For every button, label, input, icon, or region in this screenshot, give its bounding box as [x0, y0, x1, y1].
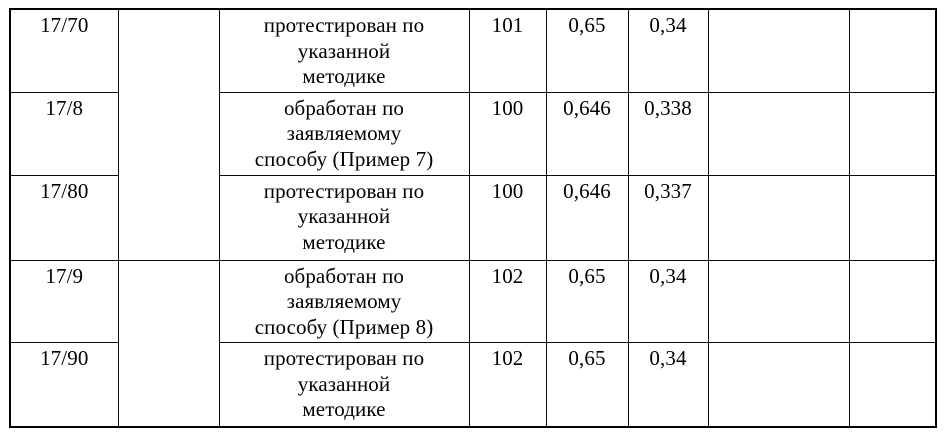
- cell-treatment-description: протестирован по указанной методике: [218, 174, 470, 261]
- blank-column-2-text: [709, 176, 849, 181]
- cell-sample-id: 17/8: [9, 91, 119, 176]
- cell-sample-id: 17/70: [9, 8, 119, 93]
- value-1-text: 101: [491, 13, 524, 37]
- treatment-description-text: протестирован по указанной методике: [220, 176, 469, 258]
- cell-treatment-description: протестирован по указанной методике: [218, 8, 470, 93]
- cell-blank-column-3: [848, 259, 937, 343]
- value-1-text: 102: [491, 346, 524, 370]
- cell-value-2: 0,646: [545, 91, 629, 176]
- cell-value-3: 0,34: [627, 8, 709, 93]
- cell-value-1: 102: [468, 259, 547, 343]
- blank-column-3-text: [850, 343, 936, 348]
- value-3-text: 0,338: [644, 95, 692, 120]
- cell-blank-column-2: [707, 8, 850, 93]
- desc-line: методике: [302, 397, 386, 421]
- cell-treatment-description: обработан по заявляемому способу (Пример…: [218, 91, 470, 176]
- desc-line: способу (Пример 8): [254, 314, 434, 339]
- cell-blank-column-1-merged-top: [117, 8, 220, 261]
- treatment-description-text: протестирован по указанной методике: [220, 343, 469, 425]
- cell-value-1: 100: [468, 174, 547, 261]
- blank-column-2-text: [709, 10, 849, 15]
- desc-line: протестирован по: [263, 346, 425, 370]
- cell-value-3: 0,337: [627, 174, 709, 261]
- blank-column-1-text: [119, 261, 219, 266]
- blank-column-3-text: [850, 261, 936, 266]
- treatment-description-text: протестирован по указанной методике: [220, 10, 469, 92]
- cell-blank-column-2: [707, 342, 850, 427]
- cell-blank-column-2: [707, 259, 850, 343]
- blank-column-3-text: [850, 93, 936, 98]
- cell-value-2: 0,65: [545, 259, 629, 343]
- desc-line: обработан по: [283, 95, 405, 120]
- desc-line: указанной: [297, 38, 391, 63]
- cell-blank-column-3: [848, 174, 937, 261]
- cell-value-1: 101: [468, 8, 547, 93]
- cell-value-3: 0,34: [627, 342, 709, 427]
- sample-id-text: 17/90: [40, 346, 89, 370]
- cell-value-1: 102: [468, 342, 547, 427]
- value-3-text: 0,34: [649, 346, 687, 370]
- treatment-description-text: обработан по заявляемому способу (Пример…: [220, 93, 469, 175]
- cell-blank-column-1-merged-bottom: [117, 259, 220, 427]
- sample-id-text: 17/70: [40, 13, 89, 37]
- desc-line: заявляемому: [286, 289, 402, 313]
- blank-column-3-text: [850, 176, 936, 181]
- value-3-text: 0,34: [649, 263, 687, 288]
- desc-line: заявляемому: [286, 121, 402, 145]
- blank-column-2-text: [709, 93, 849, 98]
- cell-treatment-description: протестирован по указанной методике: [218, 342, 470, 427]
- sample-id-text: 17/80: [40, 178, 89, 203]
- sample-id-text: 17/8: [45, 95, 84, 120]
- desc-line: протестирован по: [263, 178, 425, 203]
- blank-column-2-text: [709, 343, 849, 348]
- cell-blank-column-2: [707, 91, 850, 176]
- cell-value-2: 0,646: [545, 174, 629, 261]
- cell-value-3: 0,34: [627, 259, 709, 343]
- table-row: 17/70 протестирован по указанной методик…: [9, 8, 937, 261]
- cell-blank-column-3: [848, 91, 937, 176]
- cell-value-2: 0,65: [545, 342, 629, 427]
- table-body: 17/70 протестирован по указанной методик…: [9, 8, 937, 427]
- value-3-text: 0,34: [649, 13, 687, 37]
- value-3-text: 0,337: [644, 178, 692, 203]
- cell-value-2: 0,65: [545, 8, 629, 93]
- table-row: 17/80 протестирован по указанной методик…: [9, 174, 937, 261]
- cell-blank-column-3: [848, 8, 937, 93]
- blank-column-3-text: [850, 10, 936, 15]
- desc-line: указанной: [297, 371, 391, 396]
- table-row: 17/8 обработан по заявляемому способу (П…: [9, 91, 937, 176]
- blank-column-2-text: [709, 261, 849, 266]
- value-2-text: 0,646: [563, 95, 611, 120]
- treatment-description-text: обработан по заявляемому способу (Пример…: [220, 261, 469, 343]
- value-1-text: 100: [491, 178, 524, 203]
- cell-blank-column-3: [848, 342, 937, 427]
- sample-id-text: 17/9: [45, 263, 84, 288]
- cell-sample-id: 17/90: [9, 342, 119, 427]
- cell-sample-id: 17/80: [9, 174, 119, 261]
- desc-line: методике: [302, 229, 386, 254]
- cell-blank-column-2: [707, 174, 850, 261]
- cell-value-1: 100: [468, 91, 547, 176]
- desc-line: протестирован по: [263, 13, 425, 37]
- value-2-text: 0,65: [568, 263, 606, 288]
- desc-line: способу (Пример 7): [254, 146, 434, 171]
- value-1-text: 100: [491, 95, 524, 120]
- blank-column-1-text: [119, 10, 219, 15]
- desc-line: указанной: [297, 204, 391, 228]
- cell-value-3: 0,338: [627, 91, 709, 176]
- cell-treatment-description: обработан по заявляемому способу (Пример…: [218, 259, 470, 343]
- table-row: 17/9 обработан по заявляемому способу (П…: [9, 259, 937, 427]
- table-row: 17/90 протестирован по указанной методик…: [9, 342, 937, 427]
- results-table: 17/70 протестирован по указанной методик…: [9, 8, 937, 428]
- value-2-text: 0,65: [568, 346, 606, 370]
- desc-line: методике: [302, 64, 386, 88]
- value-2-text: 0,65: [568, 13, 606, 37]
- desc-line: обработан по: [283, 263, 405, 288]
- value-2-text: 0,646: [563, 178, 611, 203]
- value-1-text: 102: [491, 263, 524, 288]
- cell-sample-id: 17/9: [9, 259, 119, 343]
